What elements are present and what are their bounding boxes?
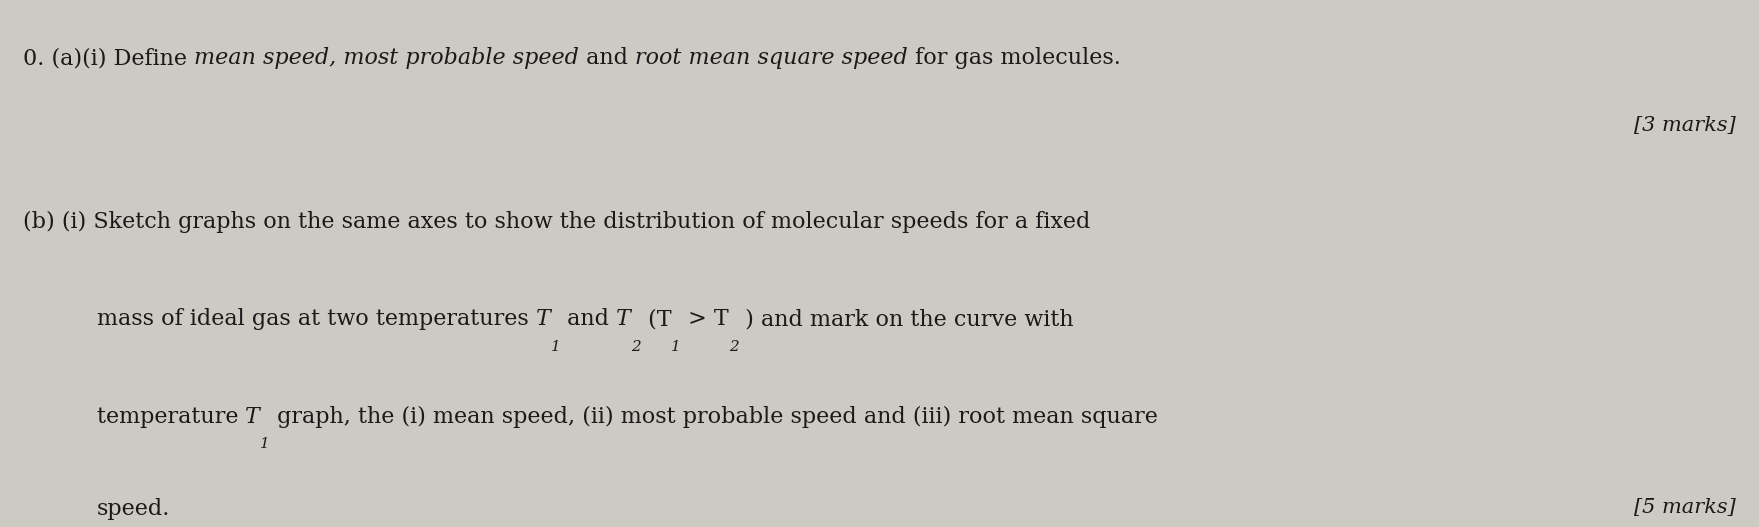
- Text: speed.: speed.: [97, 498, 171, 520]
- Text: T: T: [536, 308, 551, 330]
- Text: (b) (i) Sketch graphs on the same axes to show the distribution of molecular spe: (b) (i) Sketch graphs on the same axes t…: [23, 211, 1091, 233]
- Text: ) and mark on the curve with: ) and mark on the curve with: [739, 308, 1075, 330]
- Text: and: and: [579, 47, 635, 70]
- Text: 1: 1: [672, 340, 681, 354]
- Text: T: T: [616, 308, 631, 330]
- Text: root mean square speed: root mean square speed: [635, 47, 908, 70]
- Text: 2: 2: [728, 340, 739, 354]
- Text: 2: 2: [631, 340, 640, 354]
- Text: and: and: [559, 308, 616, 330]
- Text: graph, the (i) mean speed, (ii) most probable speed and (iii) root mean square: graph, the (i) mean speed, (ii) most pro…: [269, 406, 1157, 428]
- Text: for gas molecules.: for gas molecules.: [908, 47, 1120, 70]
- Text: [5 marks]: [5 marks]: [1634, 498, 1736, 517]
- Text: mean speed, most probable speed: mean speed, most probable speed: [193, 47, 579, 70]
- Text: mass of ideal gas at two temperatures: mass of ideal gas at two temperatures: [97, 308, 536, 330]
- Text: T: T: [245, 406, 260, 428]
- Text: 1: 1: [260, 437, 269, 452]
- Text: 1: 1: [551, 340, 559, 354]
- Text: temperature: temperature: [97, 406, 245, 428]
- Text: 0. (a)(i) Define: 0. (a)(i) Define: [23, 47, 193, 70]
- Text: (T: (T: [640, 308, 672, 330]
- Text: [3 marks]: [3 marks]: [1634, 116, 1736, 135]
- Text: > T: > T: [681, 308, 728, 330]
